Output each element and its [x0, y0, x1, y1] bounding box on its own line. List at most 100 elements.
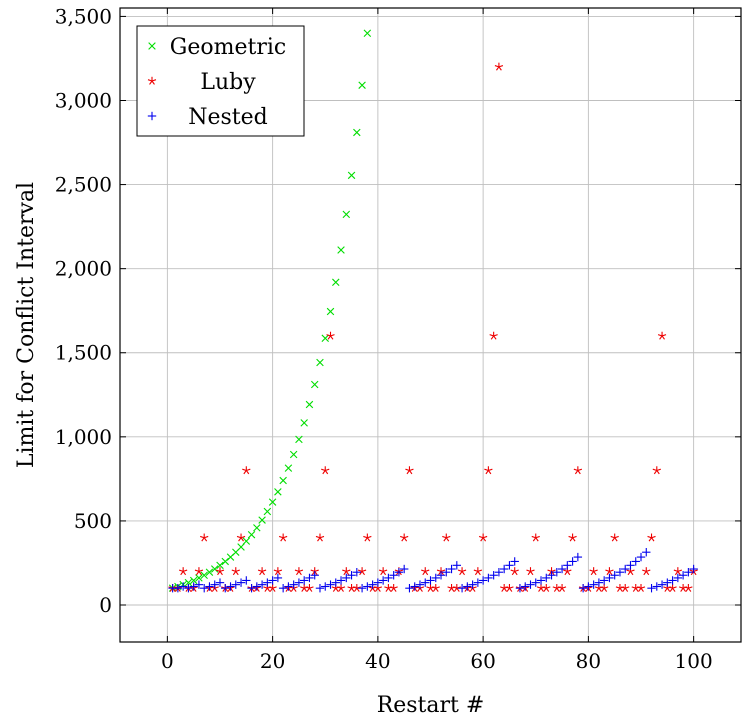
data-point-nested — [599, 576, 609, 585]
data-point-geometric — [205, 568, 214, 576]
data-point-luby — [305, 583, 314, 592]
data-point-geometric — [216, 561, 224, 570]
data-point-luby — [200, 533, 209, 542]
series-nested — [168, 547, 698, 593]
data-point-nested — [510, 557, 519, 566]
data-point-luby — [294, 567, 304, 576]
data-point-luby — [405, 466, 414, 475]
legend-label-geometric: Geometric — [170, 35, 286, 60]
data-point-nested — [478, 576, 488, 585]
y-tick-label: 0 — [99, 593, 112, 617]
data-point-nested — [215, 578, 225, 587]
data-point-nested — [684, 568, 693, 577]
data-point-nested — [631, 557, 640, 566]
data-point-nested — [263, 578, 272, 587]
data-point-nested — [484, 573, 493, 583]
data-point-geometric — [353, 128, 361, 137]
data-point-geometric — [258, 516, 266, 524]
data-point-luby — [657, 331, 667, 340]
data-point-nested — [589, 580, 598, 589]
data-point-luby — [568, 533, 577, 542]
data-point-luby — [557, 583, 567, 592]
data-point-luby — [336, 583, 346, 592]
data-point-geometric — [247, 530, 256, 539]
data-point-nested — [252, 582, 262, 591]
data-point-luby — [321, 466, 330, 475]
data-point-nested — [326, 580, 335, 589]
data-point-nested — [210, 580, 219, 589]
data-point-luby — [542, 583, 551, 592]
data-point-luby — [242, 466, 251, 475]
data-point-luby — [610, 533, 619, 542]
data-point-geometric — [295, 435, 303, 444]
data-point-luby — [231, 567, 240, 576]
legend-box — [136, 25, 305, 137]
x-tick-label: 100 — [675, 649, 713, 673]
data-point-nested — [384, 573, 393, 583]
data-point-luby — [257, 567, 267, 576]
data-point-luby — [389, 583, 398, 592]
data-point-nested — [505, 561, 514, 570]
data-point-nested — [468, 580, 477, 589]
legend-label-luby: Luby — [200, 70, 256, 95]
data-point-geometric — [326, 307, 335, 316]
data-point-luby — [494, 62, 504, 71]
data-point-luby — [268, 583, 277, 592]
data-point-luby — [473, 567, 483, 576]
data-point-luby — [273, 567, 283, 576]
x-tick-label: 40 — [365, 649, 390, 673]
data-point-geometric — [195, 574, 203, 582]
data-point-nested — [242, 576, 251, 585]
data-point-nested — [278, 583, 288, 593]
data-point-luby — [531, 533, 540, 542]
data-point-nested — [289, 580, 298, 589]
data-point-luby — [505, 583, 514, 592]
data-point-nested — [368, 580, 377, 589]
data-point-nested — [594, 578, 604, 587]
data-point-luby — [400, 533, 409, 542]
data-point-nested — [610, 571, 619, 580]
data-point-nested — [426, 576, 435, 585]
axis-ticks: 0 20 40 60 80 100 0 500 1,000 1,500 2,000 2,500 3,00… — [55, 4, 741, 673]
data-point-luby — [510, 567, 519, 576]
data-point-geometric — [221, 557, 230, 566]
series-geometric — [168, 29, 372, 592]
data-point-nested — [463, 582, 472, 591]
data-point-luby — [647, 533, 656, 542]
data-point-nested — [299, 576, 309, 585]
data-point-nested — [494, 568, 504, 577]
data-point-nested — [552, 568, 562, 577]
data-point-luby — [278, 533, 288, 542]
legend-marker-luby — [147, 76, 157, 85]
data-point-nested — [315, 583, 325, 593]
x-tick-label: 60 — [470, 649, 495, 673]
data-point-nested — [573, 552, 583, 562]
y-tick-label: 500 — [74, 509, 112, 533]
data-point-nested — [442, 568, 451, 577]
data-point-geometric — [289, 450, 298, 459]
data-point-geometric — [284, 464, 293, 472]
data-point-nested — [578, 583, 588, 593]
data-point-geometric — [189, 576, 198, 585]
data-point-luby — [526, 567, 535, 576]
data-point-luby — [573, 466, 583, 475]
data-point-nested — [247, 583, 256, 593]
data-point-nested — [205, 582, 214, 591]
data-point-nested — [184, 583, 193, 593]
data-point-geometric — [279, 476, 287, 485]
data-point-nested — [268, 576, 277, 585]
data-point-luby — [315, 533, 325, 542]
data-point-nested — [531, 578, 540, 587]
data-point-geometric — [358, 81, 366, 89]
data-point-nested — [347, 571, 356, 580]
data-point-nested — [563, 561, 572, 570]
data-point-nested — [626, 561, 635, 570]
data-point-luby — [326, 331, 335, 340]
data-point-luby — [421, 567, 430, 576]
data-point-nested — [394, 568, 404, 577]
y-tick-label: 1,500 — [55, 341, 112, 365]
data-point-nested — [615, 568, 625, 577]
data-point-geometric — [263, 507, 272, 516]
data-point-luby — [357, 567, 367, 576]
data-point-nested — [178, 582, 188, 591]
